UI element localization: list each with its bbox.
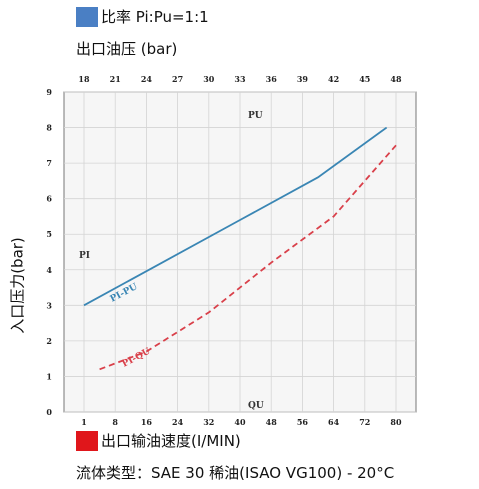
y-tick-label: 2 <box>46 336 52 346</box>
legend-ratio: 比率 Pi:Pu=1:1 <box>76 6 209 27</box>
bottom-x-tick-label: 40 <box>234 417 246 427</box>
legend-outlet-flow-swatch <box>76 430 98 451</box>
outlet-pressure-title: 出口油压 (bar) <box>76 40 178 58</box>
top-x-tick-label: 42 <box>328 74 339 84</box>
top-x-tick-label: 18 <box>78 74 90 84</box>
pi-axis-label: PI <box>79 251 90 261</box>
y-tick-label: 5 <box>46 229 52 239</box>
y-tick-label: 4 <box>46 265 52 275</box>
top-x-tick-label: 48 <box>390 74 402 84</box>
legend-ratio-swatch <box>76 6 98 27</box>
y-tick-label: 6 <box>46 194 52 204</box>
top-x-tick-label: 24 <box>141 74 153 84</box>
bottom-x-tick-label: 48 <box>266 417 278 427</box>
y-ticks: 0 1 2 3 4 5 6 7 8 9 <box>46 87 52 417</box>
y-tick-label: 3 <box>46 300 52 310</box>
series-lines <box>83 126 397 371</box>
top-x-tick-label: 30 <box>203 74 215 84</box>
top-x-tick-label: 36 <box>266 74 278 84</box>
y-tick-label: 0 <box>46 407 52 417</box>
top-x-tick-label: 33 <box>234 74 246 84</box>
bottom-x-tick-label: 8 <box>112 417 118 427</box>
fluid-type-text: 流体类型：SAE 30 稀油(ISAO VG100) - 20°C <box>76 464 395 482</box>
y-tick-label: 7 <box>46 158 52 168</box>
legend-ratio-text: 比率 Pi:Pu=1:1 <box>101 8 209 26</box>
bottom-x-tick-label: 56 <box>297 417 309 427</box>
series-line-pi-qu <box>99 144 397 371</box>
bottom-x-ticks: 1 8 16 24 32 40 48 56 64 72 80 <box>81 417 402 427</box>
bottom-x-tick-label: 1 <box>81 417 87 427</box>
top-x-tick-label: 27 <box>172 74 183 84</box>
pu-axis-label: PU <box>248 111 263 121</box>
bottom-x-tick-label: 32 <box>203 417 214 427</box>
y-tick-label: 1 <box>46 371 52 381</box>
y-tick-label: 9 <box>46 87 52 97</box>
bottom-x-tick-label: 24 <box>172 417 184 427</box>
legend-outlet-flow-text: 出口输油速度(I/MIN) <box>101 432 241 450</box>
series-line-pi-pu <box>83 126 388 307</box>
top-x-ticks: 18 21 24 27 30 33 36 39 42 45 48 <box>78 74 402 84</box>
bottom-x-tick-label: 80 <box>390 417 402 427</box>
legend-outlet-flow: 出口输油速度(I/MIN) <box>76 430 241 451</box>
top-x-tick-label: 21 <box>110 74 121 84</box>
y-tick-label: 8 <box>46 123 52 133</box>
grid <box>64 91 416 413</box>
qu-axis-label: QU <box>248 401 264 411</box>
bottom-x-tick-label: 16 <box>141 417 153 427</box>
top-x-tick-label: 45 <box>359 74 370 84</box>
bottom-x-tick-label: 64 <box>328 417 340 427</box>
bottom-x-tick-label: 72 <box>359 417 370 427</box>
top-x-tick-label: 39 <box>297 74 309 84</box>
